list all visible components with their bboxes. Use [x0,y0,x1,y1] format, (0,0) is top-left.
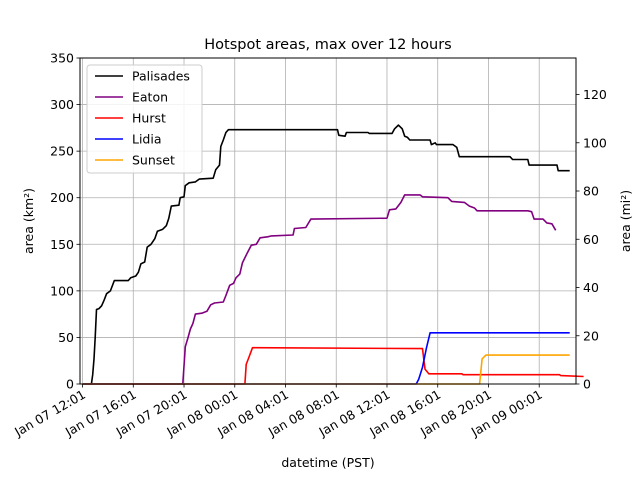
y-tick-label-right: 60 [583,232,599,247]
legend: Palisades Eaton Hurst Lidia Sunset [86,64,203,174]
legend-label-palisades: Palisades [132,69,190,84]
y-tick-label-right: 80 [583,184,599,199]
y-tick-label-left: 250 [50,144,74,159]
y-tick-label-right: 40 [583,280,599,295]
legend-label-sunset: Sunset [132,153,175,168]
series-line-palisades [82,124,570,385]
legend-box [86,64,203,174]
y-tick-label-left: 100 [50,283,74,298]
series-line-hurst [82,346,584,385]
x-axis-label: datetime (PST) [281,455,374,470]
legend-label-hurst: Hurst [132,111,166,126]
legend-label-eaton: Eaton [132,90,168,105]
y-axis-label-left: area (km²) [21,188,36,254]
y-tick-label-left: 50 [58,330,74,345]
plot-frame [79,57,577,385]
y-tick-label-right: 100 [583,135,607,150]
y-tick-label-right: 120 [583,87,607,102]
chart-title: Hotspot areas, max over 12 hours [204,37,451,53]
y-tick-label-left: 350 [50,51,74,66]
y-tick-label-right: 20 [583,328,599,343]
y-tick-label-left: 200 [50,190,74,205]
y-tick-label-left: 0 [66,377,74,392]
y-tick-label-left: 150 [50,237,74,252]
legend-label-lidia: Lidia [132,132,162,147]
series-line-eaton [82,194,557,385]
y-tick-label-left: 300 [50,97,74,112]
y-tick-label-right: 0 [583,377,591,392]
y-axis-label-right: area (mi²) [618,190,633,252]
